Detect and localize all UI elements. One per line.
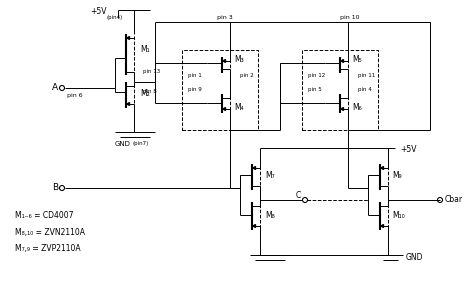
Text: pin 9: pin 9 [188,88,202,92]
Text: M₅: M₅ [352,54,362,63]
Bar [302,50,378,130]
Text: M₁₀: M₁₀ [392,211,405,219]
Text: M₁: M₁ [140,46,150,54]
Polygon shape [381,166,383,170]
Text: Cbar: Cbar [445,196,463,204]
Polygon shape [381,225,383,228]
Text: M₂: M₂ [140,90,150,98]
Polygon shape [253,166,255,170]
Polygon shape [127,103,129,105]
Text: pin 4: pin 4 [358,88,372,92]
Text: M₉: M₉ [392,170,401,179]
Text: pin 2: pin 2 [240,73,254,77]
Text: pin 13: pin 13 [143,69,160,75]
Polygon shape [127,37,129,39]
Text: M₇,₉ = ZVP2110A: M₇,₉ = ZVP2110A [15,245,81,253]
Text: pin 11: pin 11 [358,73,375,77]
Text: GND: GND [115,141,131,147]
Text: M₇: M₇ [265,170,274,179]
Text: M₃: M₃ [234,54,244,63]
Bar [182,50,258,130]
Text: pin 1: pin 1 [188,73,202,77]
Polygon shape [341,107,344,111]
Polygon shape [223,60,226,62]
Text: M₄: M₄ [234,103,244,111]
Text: pin 5: pin 5 [308,88,322,92]
Text: pin 10: pin 10 [340,16,360,20]
Text: pin 12: pin 12 [308,73,325,77]
Text: GND: GND [406,253,423,262]
Text: (pin4): (pin4) [107,14,123,20]
Text: pin 6: pin 6 [67,92,83,98]
Text: M₈: M₈ [265,211,275,219]
Text: C: C [295,190,301,200]
Text: pin 8: pin 8 [143,90,157,94]
Text: +5V: +5V [400,145,417,154]
Text: pin 3: pin 3 [217,16,233,20]
Polygon shape [223,107,226,111]
Text: M₈,₁₀ = ZVN2110A: M₈,₁₀ = ZVN2110A [15,228,85,236]
Text: B: B [52,183,58,192]
Text: +5V: +5V [90,7,107,16]
Text: M₁₋₆ = CD4007: M₁₋₆ = CD4007 [15,211,73,219]
Text: A: A [52,84,58,92]
Text: M₆: M₆ [352,103,362,111]
Polygon shape [253,225,255,228]
Polygon shape [341,60,344,62]
Text: (pin7): (pin7) [133,141,149,147]
